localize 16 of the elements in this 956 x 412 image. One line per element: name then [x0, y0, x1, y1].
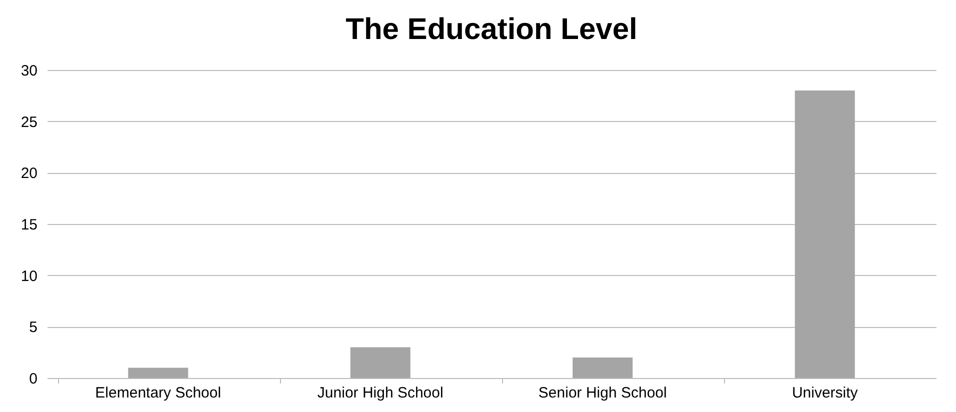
y-tick-label: 25 [20, 114, 38, 131]
bar [572, 357, 633, 378]
bar [794, 90, 855, 378]
bar [128, 368, 188, 378]
y-tick-label: 30 [20, 62, 38, 80]
y-tick-label: 10 [20, 268, 38, 285]
y-tick-label: 5 [29, 319, 38, 336]
x-tick-label: University [792, 384, 858, 402]
x-tick-label: Elementary School [95, 384, 222, 402]
chart-title: The Education Level [346, 13, 638, 46]
y-tick-label: 15 [20, 216, 38, 234]
bar [350, 347, 410, 378]
x-tick-label: Senior High School [538, 384, 667, 402]
y-tick-label: 0 [29, 370, 38, 388]
y-tick-label: 20 [20, 165, 38, 182]
x-tick-label: Junior High School [317, 384, 444, 402]
